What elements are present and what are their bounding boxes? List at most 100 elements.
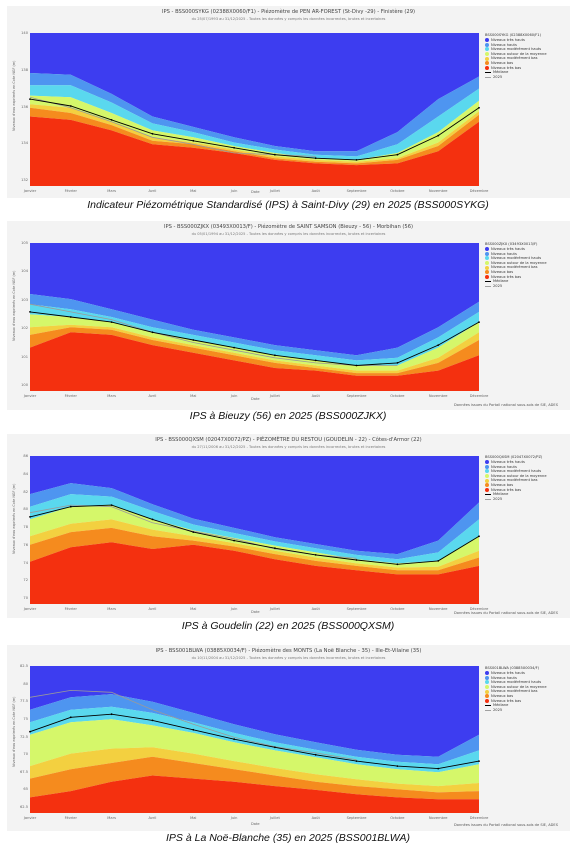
legend-item[interactable]: Niveaux bas (485, 61, 567, 66)
legend-item[interactable]: Niveaux hauts (485, 252, 567, 257)
legend-item[interactable]: Niveaux autour de la moyenne (485, 685, 567, 690)
x-tick-label: Septembre (346, 816, 367, 820)
y-tick-label: 138 (21, 67, 28, 72)
chart-subtitle: du 10/11/2004 au 31/12/2025 - Toutes les… (191, 656, 386, 660)
y-tick-label: 103 (21, 297, 28, 302)
data-credit: Données issues du Portail national sous-… (454, 823, 558, 827)
chart-legend[interactable]: BSS000ZJKX (03493X0013/F) Niveaux très ha… (485, 242, 567, 288)
legend-item[interactable]: 2025 (485, 708, 567, 713)
legend-item[interactable]: Niveaux très bas (485, 699, 567, 704)
band-autour-moyenne (30, 719, 479, 787)
legend-item[interactable]: Niveaux autour de la moyenne (485, 261, 567, 266)
band-tres-hauts (30, 666, 479, 757)
legend-item[interactable]: Niveaux bas (485, 270, 567, 275)
legend-item[interactable]: 2025 (485, 75, 567, 80)
x-tick-label: Avril (148, 394, 157, 398)
chart-legend[interactable]: BSS000SYKG (02388X0060/F1) Niveaux très h… (485, 33, 567, 79)
mediane-point (396, 765, 399, 767)
mediane-point (110, 321, 113, 323)
mediane-point (437, 134, 440, 137)
x-tick-label: Octobre (390, 607, 405, 611)
y-tick-label: 102 (21, 326, 28, 331)
legend-item[interactable]: 2025 (485, 284, 567, 289)
legend-item[interactable]: Niveaux très hauts (485, 38, 567, 43)
x-tick-label: Juillet (269, 816, 280, 820)
legend-item[interactable]: Niveaux modérément bas (485, 689, 567, 694)
legend-item[interactable]: Niveaux très hauts (485, 247, 567, 252)
legend-item[interactable]: Niveaux modérément bas (485, 265, 567, 270)
series-mediane-line (29, 98, 480, 161)
legend-label: 2025 (493, 496, 503, 501)
legend-item[interactable]: Niveaux modérément hauts (485, 680, 567, 685)
legend-swatch (485, 42, 489, 47)
legend-swatch (485, 694, 489, 699)
y-tick-label: 82 (23, 489, 28, 494)
legend-item[interactable]: Niveaux hauts (485, 43, 567, 48)
legend-title: BSS001BLWA (03885X0034/F) (485, 666, 540, 670)
legend-swatch (485, 478, 489, 483)
band-moderement-hauts (30, 494, 479, 564)
legend-item[interactable]: Niveaux hauts (485, 465, 567, 470)
y-tick-label: 80 (23, 681, 28, 686)
band-moderement-hauts (30, 304, 479, 366)
legend-label: 2025 (493, 707, 503, 712)
legend-title: BSS000SYKG (02388X0060/F1) (485, 33, 541, 37)
chart-subtitle: du 05/01/1994 au 31/12/2025 - Toutes les… (191, 232, 386, 236)
legend-item[interactable]: Niveaux très bas (485, 275, 567, 280)
mediane-point (478, 535, 480, 538)
legend-item[interactable]: Niveaux modérément hauts (485, 47, 567, 52)
mediane-point (314, 359, 317, 362)
mediane-point (478, 321, 480, 323)
legend-item[interactable]: 2025 (485, 497, 567, 502)
legend-swatch (485, 680, 489, 685)
chart-title: IPS - BSS000QXSM (02047X0072/PZ) - PIÉZO… (155, 437, 422, 443)
band-hauts (30, 294, 479, 361)
x-tick-label: Janvier (23, 394, 37, 398)
x-tick-label: Janvier (23, 189, 37, 193)
legend-item[interactable]: Niveaux autour de la moyenne (485, 52, 567, 57)
mediane-point (233, 738, 236, 741)
x-tick-label: Septembre (346, 607, 367, 611)
band-bas (30, 327, 479, 376)
legend-label: Niveaux autour de la moyenne (491, 260, 547, 265)
legend-item[interactable]: Niveaux modérément bas (485, 478, 567, 483)
legend-item[interactable]: Médiane (485, 492, 567, 497)
legend-item[interactable]: Niveaux hauts (485, 676, 567, 681)
mediane-point (274, 153, 276, 156)
legend-item[interactable]: Niveaux très bas (485, 488, 567, 493)
legend-item[interactable]: Niveaux très hauts (485, 460, 567, 465)
mediane-point (437, 560, 440, 562)
x-tick-label: Décembre (469, 816, 489, 820)
legend-item[interactable]: Médiane (485, 70, 567, 75)
figure-caption: IPS à Goudelin (22) en 2025 (BSS000QXSM) (181, 620, 395, 632)
x-tick-label: Février (64, 607, 77, 611)
band-tres-bas (30, 332, 479, 391)
legend-item[interactable]: Niveaux modérément bas (485, 56, 567, 61)
legend-item[interactable]: Niveaux modérément hauts (485, 256, 567, 261)
band-tres-hauts (30, 243, 479, 356)
legend-label: Niveaux modérément bas (491, 265, 538, 270)
chart-legend[interactable]: BSS000QXSM (02047X0072/PZ) Niveaux très h… (485, 455, 567, 501)
legend-label: Niveaux modérément bas (491, 478, 538, 483)
y-tick-label: 100 (21, 383, 28, 387)
legend-item[interactable]: Médiane (485, 703, 567, 708)
legend-item[interactable]: Niveaux très hauts (485, 671, 567, 676)
x-tick-label: Septembre (346, 189, 367, 193)
legend-item[interactable]: Niveaux modérément hauts (485, 469, 567, 474)
x-tick-label: Août (311, 607, 320, 611)
legend-item[interactable]: Niveaux bas (485, 694, 567, 699)
legend-item[interactable]: Niveaux autour de la moyenne (485, 474, 567, 479)
legend-label: Niveaux modérément hauts (491, 469, 542, 474)
mediane-point (69, 105, 72, 107)
x-tick-label: Mai (190, 189, 197, 193)
legend-item[interactable]: Niveaux bas (485, 483, 567, 488)
chart-legend[interactable]: BSS001BLWA (03885X0034/F) Niveaux très ha… (485, 666, 567, 712)
legend-swatch (485, 270, 489, 275)
x-tick-label: Août (311, 189, 320, 193)
legend-item[interactable]: Niveaux très bas (485, 66, 567, 71)
legend-swatch (485, 261, 489, 266)
band-autour-moyenne (30, 505, 479, 568)
legend-item[interactable]: Médiane (485, 279, 567, 284)
x-tick-label: Juin (230, 816, 238, 820)
mediane-point (110, 119, 113, 121)
